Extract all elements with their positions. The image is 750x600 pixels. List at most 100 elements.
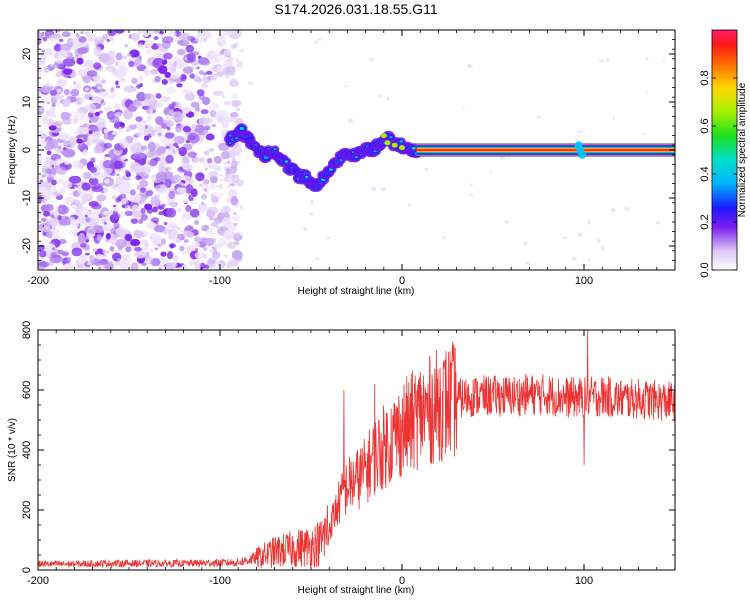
noise-blob (113, 103, 118, 109)
x-tick-label: -100 (209, 575, 231, 587)
noise-blob (130, 262, 139, 270)
noise-blob (219, 174, 223, 177)
noise-blob (53, 44, 62, 52)
noise-blob (144, 203, 153, 211)
noise-blob (115, 80, 119, 86)
noise-blob (182, 199, 189, 203)
noise-blob (145, 255, 153, 265)
noise-blob (153, 36, 159, 40)
noise-blob (223, 176, 229, 183)
noise-blob (51, 179, 57, 186)
noise-blob (178, 32, 191, 41)
noise-blob (235, 58, 239, 62)
noise-blob (194, 251, 207, 260)
colorbar-gradient (711, 29, 738, 271)
noise-blob (115, 239, 127, 249)
carrier-line (416, 141, 675, 159)
noise-blob (89, 130, 93, 135)
noise-blob (58, 238, 67, 245)
noise-blob (108, 237, 118, 246)
noise-blob (98, 53, 110, 63)
noise-blob (91, 86, 96, 90)
noise-blob (58, 49, 68, 59)
noise-blob (82, 75, 92, 84)
noise-blob (172, 262, 178, 267)
noise-blob (162, 95, 167, 99)
y-tick-label: 20 (21, 48, 33, 60)
noise-blob (101, 89, 106, 92)
noise-blob (205, 133, 215, 141)
noise-blob (71, 38, 80, 44)
noise-blob (44, 167, 56, 178)
noise-blob (93, 62, 102, 70)
noise-blob (157, 267, 163, 270)
noise-blob (407, 203, 412, 207)
noise-blob (102, 160, 114, 169)
noise-blob (83, 123, 86, 128)
noise-blob (104, 178, 110, 184)
noise-blob (223, 101, 231, 106)
noise-blob (173, 142, 178, 147)
x-tick-label: -100 (209, 275, 231, 287)
noise-blob (606, 58, 610, 63)
noise-blob (169, 65, 177, 74)
noise-blob (46, 150, 52, 156)
noise-blob (348, 118, 353, 123)
noise-blob (114, 220, 118, 223)
noise-blob (203, 72, 207, 76)
noise-blob (88, 201, 99, 207)
noise-blob (58, 187, 66, 194)
noise-blob (49, 112, 54, 118)
noise-blob (99, 89, 108, 98)
noise-blob (114, 30, 125, 34)
noise-blob (119, 263, 123, 267)
noise-blob (176, 83, 183, 88)
noise-blob (70, 89, 80, 97)
noise-blob (183, 239, 189, 243)
noise-blob (226, 261, 233, 268)
noise-blob (100, 222, 104, 225)
noise-blob (58, 178, 64, 184)
noise-blob (160, 184, 166, 188)
colorbar: 0.0 0.2 0.4 0.6 0.8 Normalized spectral ampl… (699, 29, 748, 278)
noise-blob (210, 102, 220, 111)
noise-blob (213, 261, 224, 270)
noise-blob (145, 190, 154, 197)
noise-blob (96, 36, 103, 41)
noise-blob (62, 98, 72, 107)
noise-blob (132, 209, 142, 219)
noise-blob (79, 243, 87, 248)
y-tick-label: -20 (21, 238, 33, 254)
noise-blob (109, 36, 114, 42)
noise-blob (133, 137, 138, 142)
y-tick-label: 0 (21, 567, 33, 573)
noise-blob (62, 58, 76, 67)
noise-blob (211, 123, 217, 128)
noise-blob (56, 127, 62, 132)
noise-blob (107, 90, 117, 99)
noise-blob (87, 228, 97, 234)
noise-blob (68, 141, 75, 149)
noise-blob (200, 184, 210, 194)
spectrogram-xlabel: Height of straight line (km) (298, 286, 415, 297)
noise-blob (110, 87, 115, 92)
noise-blob (112, 68, 126, 79)
noise-blob (175, 238, 182, 244)
noise-blob (103, 128, 109, 134)
noise-blob (69, 229, 76, 237)
noise-blob (209, 182, 217, 191)
noise-blob (489, 170, 493, 173)
y-tick-label: 800 (21, 321, 33, 339)
y-tick-label: 200 (21, 501, 33, 519)
noise-blob (176, 208, 182, 212)
noise-blob (38, 261, 50, 268)
noise-blob (44, 157, 51, 164)
noise-blob (578, 130, 583, 133)
noise-blob (181, 88, 193, 95)
noise-blob (208, 171, 219, 177)
noise-blob (57, 205, 70, 215)
noise-blob (166, 86, 176, 95)
track-blob (391, 142, 398, 148)
noise-blob (103, 221, 107, 225)
noise-blob (499, 155, 505, 161)
